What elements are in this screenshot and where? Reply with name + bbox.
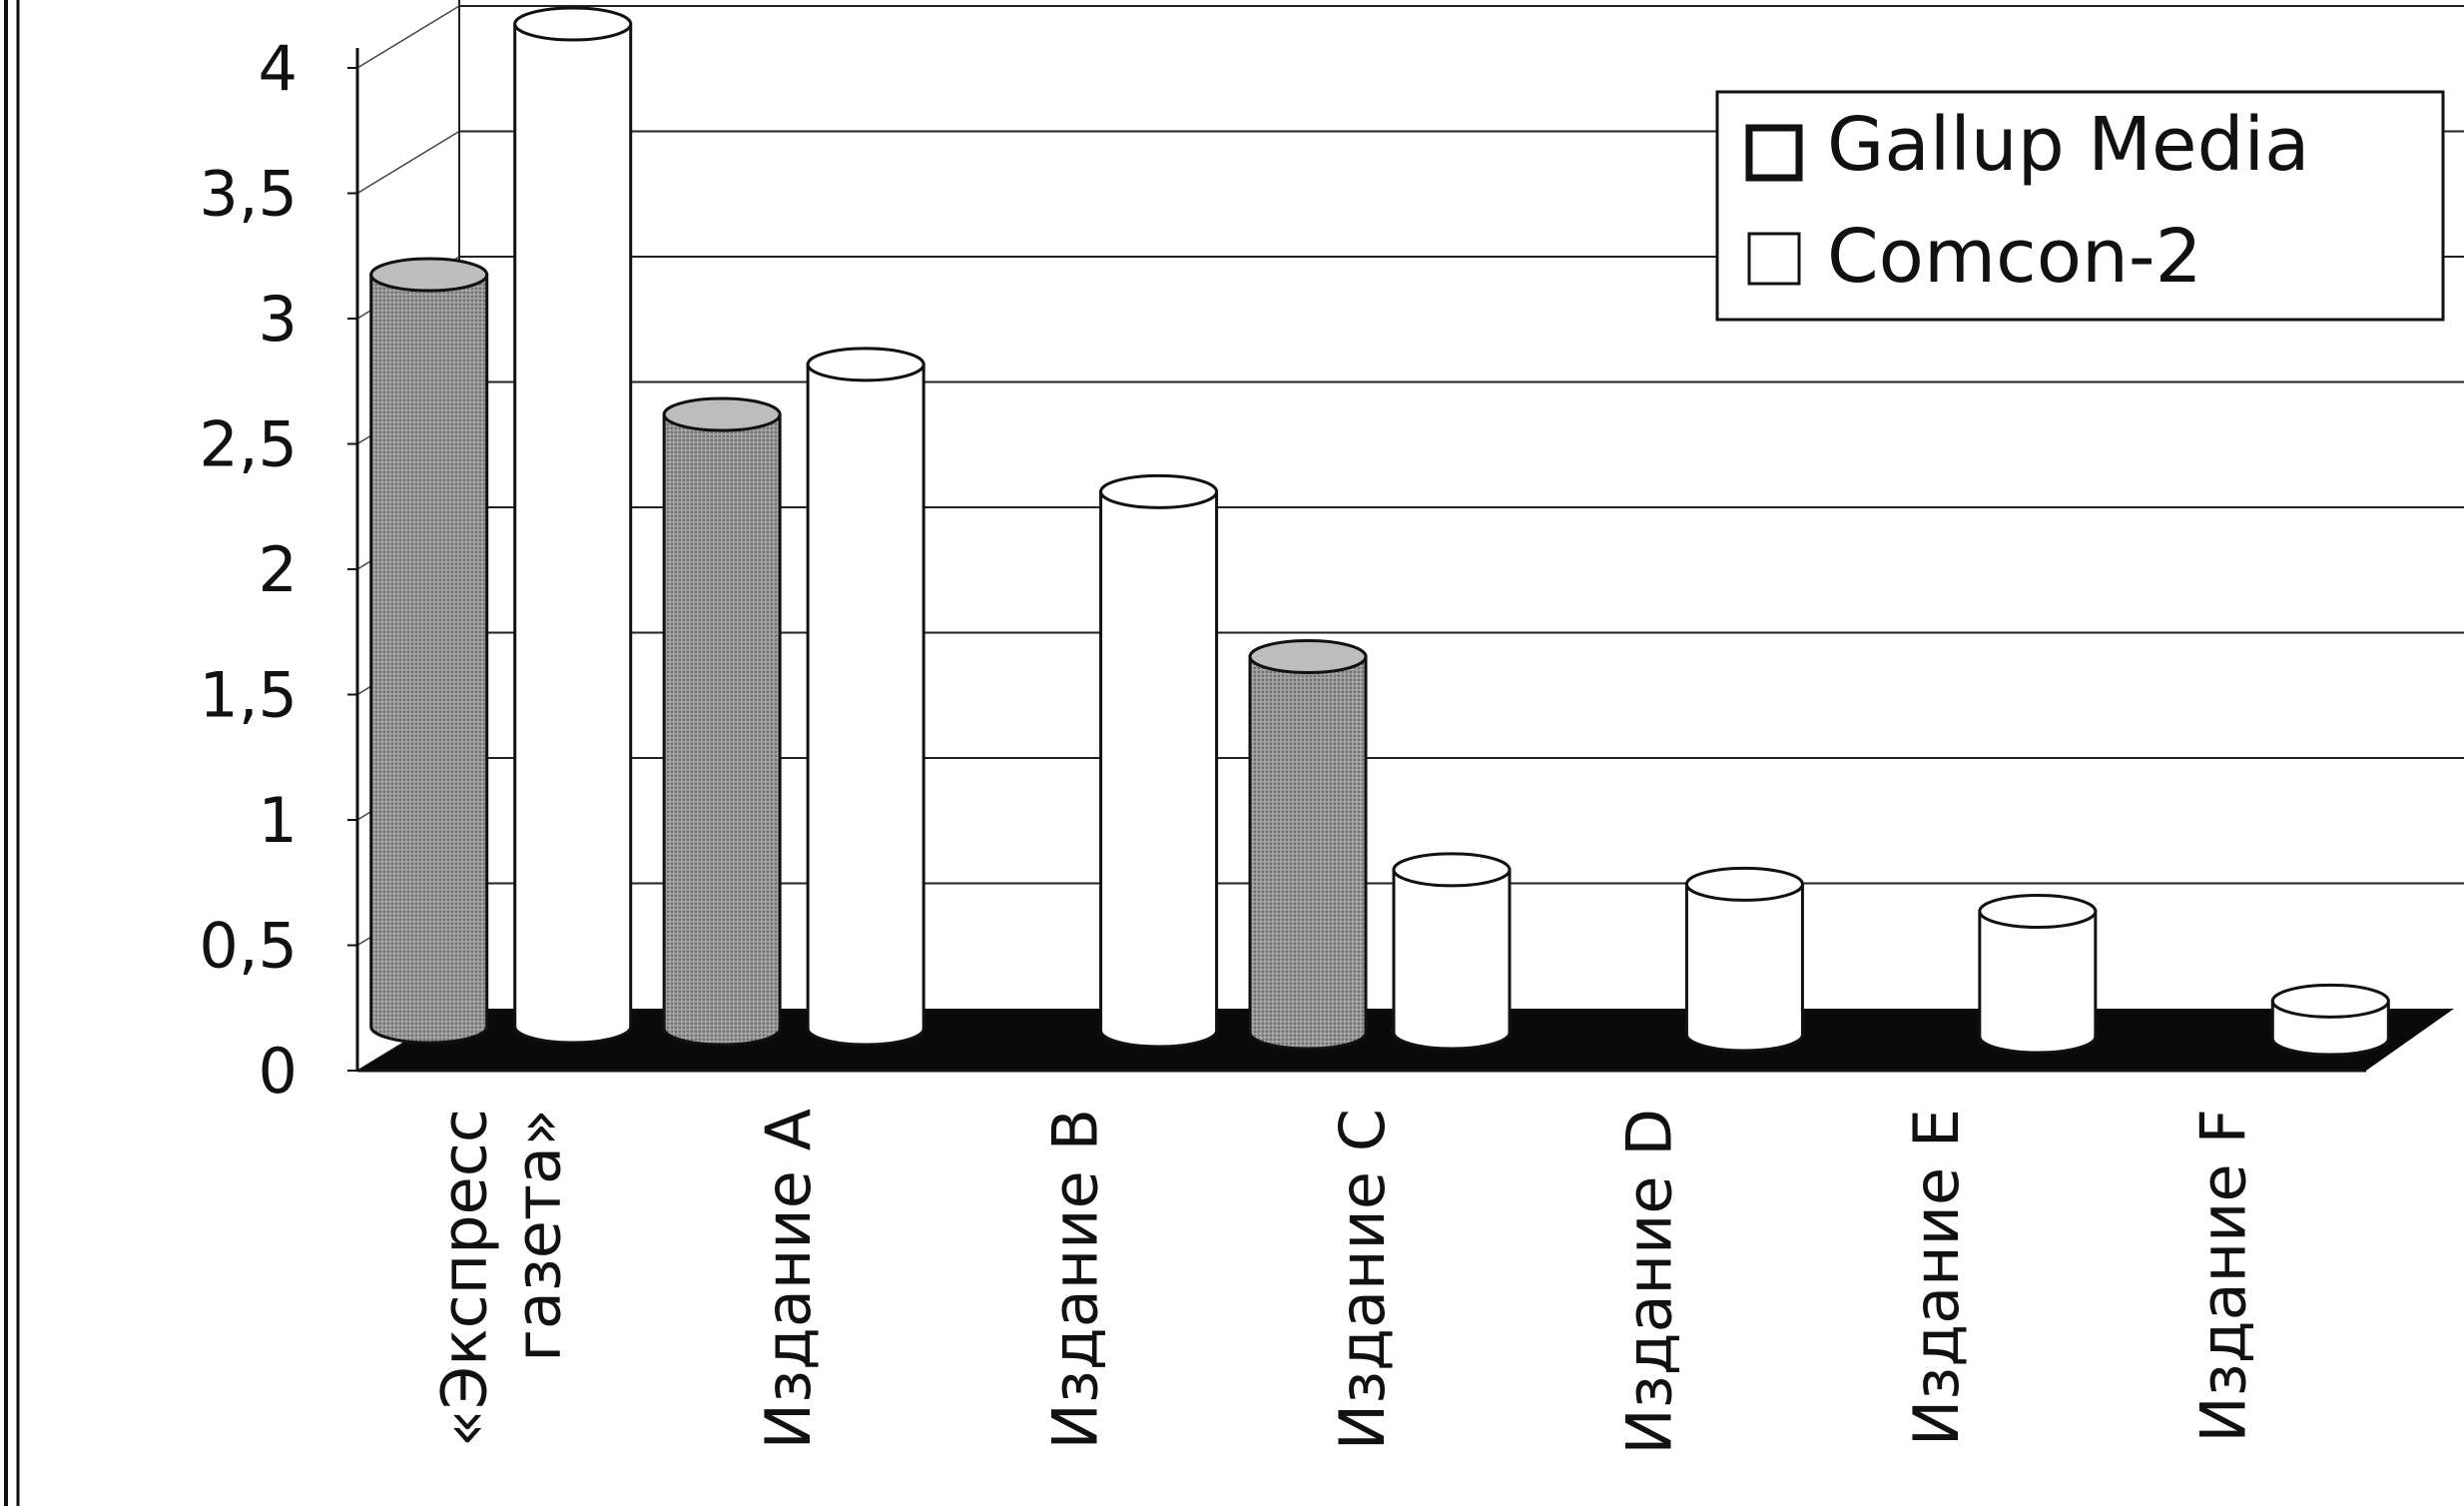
side-wall-line [356,5,460,69]
bar-body [662,412,782,1047]
bar-body [1392,868,1512,1051]
bar-comcon-5 [1978,894,2098,1055]
category-label: Издание E [1900,1109,1973,1446]
legend-swatch-gallup [1745,124,1803,182]
bar-body [1684,882,1804,1053]
side-wall-line [356,130,460,195]
y-tick-label: 4 [259,32,298,105]
bar-body [1978,910,2098,1055]
bar-top [806,347,925,382]
bar-top [1099,473,1219,509]
category-label-line: Издание F [2186,1109,2259,1443]
category-label: Издание B [1039,1109,1112,1449]
bar-comcon-4 [1684,866,1804,1053]
y-tick-label: 0,5 [199,910,298,983]
bar-gallup-1 [662,396,782,1047]
bar-top [662,396,782,432]
category-label: «Экспресс газета» [428,1109,575,1447]
bar-body [806,363,925,1047]
category-label: Издание D [1612,1109,1685,1455]
category-label-line: Издание D [1612,1109,1685,1455]
category-label-line: Издание E [1900,1109,1973,1446]
bar-top [1684,866,1804,902]
bar-body [513,22,633,1045]
bar-body [1248,655,1368,1051]
bar-comcon-0 [513,6,633,1045]
legend: Gallup Media Comcon-2 [1715,90,2445,322]
bar-top [369,257,489,293]
legend-box [1715,90,2445,322]
category-label-line: газета» [502,1109,575,1362]
bar-gallup-0 [369,257,489,1045]
y-tick-label: 2,5 [199,408,298,481]
y-tick-label: 2 [259,533,298,606]
y-tick-label: 3 [259,283,298,356]
bar-top [1392,852,1512,888]
y-tick-label: 1 [259,784,298,857]
category-label: Издание F [2186,1109,2259,1443]
category-label-line: Издание A [752,1109,825,1449]
legend-label-gallup: Gallup Media [1827,102,2309,188]
bar-comcon-1 [806,347,925,1047]
bar-comcon-6 [2270,983,2390,1057]
category-label: Издание A [752,1109,825,1449]
bar-comcon-2 [1099,473,1219,1049]
legend-label-comcon: Comcon-2 [1827,214,2202,300]
bar-body [369,273,489,1045]
y-tick-label: 1,5 [199,659,298,732]
category-label-line: Издание C [1326,1109,1399,1450]
y-tick-label: 3,5 [199,158,298,231]
bar-gallup-3 [1248,639,1368,1051]
bar-top [1248,639,1368,674]
category-label: Издание C [1326,1109,1399,1450]
y-tick-label: 0 [259,1035,298,1108]
bar-top [513,6,633,42]
bar-comcon-3 [1392,852,1512,1051]
category-label-line: Издание B [1039,1109,1112,1449]
bar-top [2270,983,2390,1019]
legend-swatch-comcon [1747,232,1801,286]
bar-body [1099,489,1219,1049]
category-label-line: «Экспресс [428,1109,501,1447]
bar-top [1978,894,2098,929]
